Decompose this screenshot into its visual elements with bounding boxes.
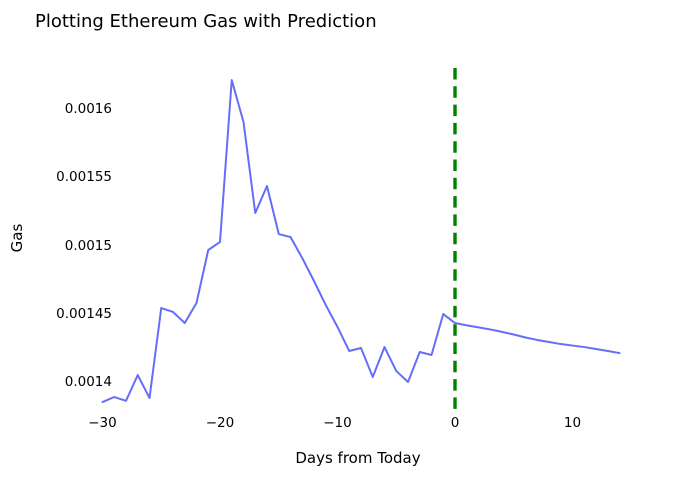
x-tick-label: −30 <box>88 415 117 431</box>
x-tick-label: −20 <box>205 415 235 431</box>
x-axis-label: Days from Today <box>295 449 421 467</box>
y-tick-label: 0.00155 <box>56 169 112 186</box>
x-tick-label: −10 <box>323 415 352 431</box>
y-tick-label: 0.0015 <box>64 237 112 254</box>
x-tick-label: 10 <box>563 415 582 431</box>
y-tick-label: 0.00145 <box>56 305 112 322</box>
chart-title: Plotting Ethereum Gas with Prediction <box>35 11 377 32</box>
y-tick-label: 0.0016 <box>64 101 112 117</box>
ethereum-gas-history-line <box>101 79 456 404</box>
x-tick-label: 0 <box>450 415 460 431</box>
gas-prediction-line <box>454 322 621 355</box>
y-tick-label: 0.0014 <box>64 374 112 390</box>
